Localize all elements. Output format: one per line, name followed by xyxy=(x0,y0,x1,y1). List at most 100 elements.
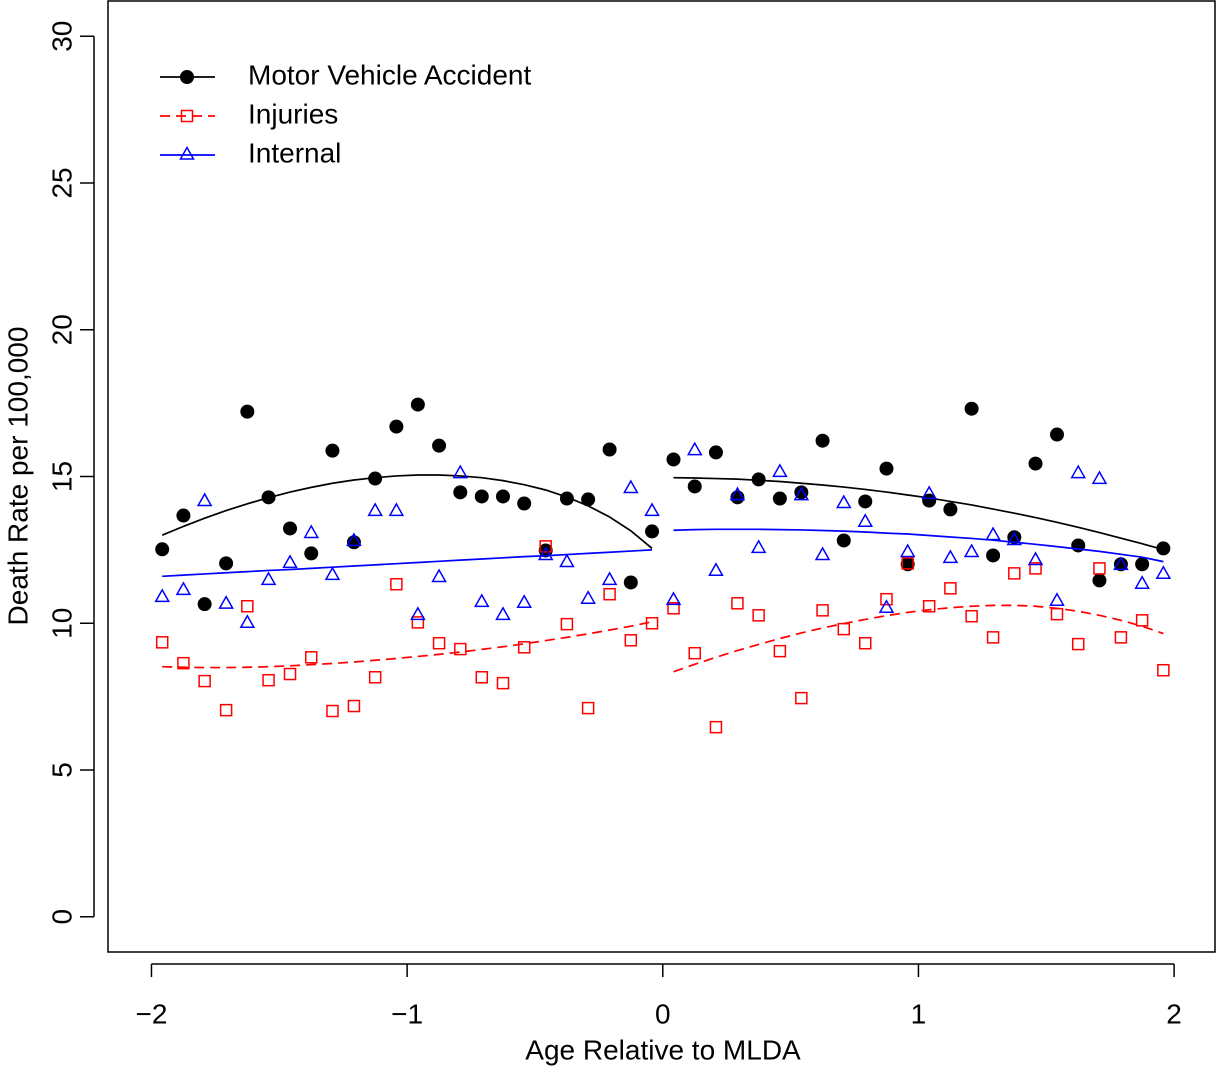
point xyxy=(878,599,895,614)
point xyxy=(731,597,744,610)
point xyxy=(708,562,724,577)
point xyxy=(816,604,829,617)
point xyxy=(283,667,297,681)
point xyxy=(1027,551,1044,566)
point xyxy=(1114,631,1128,644)
point xyxy=(645,524,660,539)
point xyxy=(666,452,681,467)
point xyxy=(965,609,978,623)
y-tick-label: 25 xyxy=(46,167,77,198)
point xyxy=(901,557,914,570)
point xyxy=(667,602,680,615)
point xyxy=(601,571,618,586)
point xyxy=(1157,663,1170,677)
point xyxy=(1050,427,1065,442)
x-tick-label: −2 xyxy=(135,998,167,1029)
point xyxy=(1092,573,1107,588)
point xyxy=(495,489,510,504)
point xyxy=(219,556,234,571)
point xyxy=(879,461,894,476)
point xyxy=(687,479,702,494)
point xyxy=(1156,541,1171,556)
point xyxy=(389,419,404,434)
point xyxy=(581,492,596,507)
y-tick-label: 5 xyxy=(46,762,77,778)
point xyxy=(1091,470,1108,485)
point xyxy=(857,513,874,528)
point xyxy=(795,691,808,705)
point xyxy=(964,401,979,416)
point xyxy=(218,595,234,609)
point xyxy=(240,404,255,419)
y-tick-label: 0 xyxy=(46,909,77,925)
point xyxy=(347,699,361,713)
point xyxy=(603,587,616,601)
point xyxy=(454,642,467,656)
point xyxy=(1135,614,1149,627)
point xyxy=(177,656,190,670)
point xyxy=(453,485,468,500)
point xyxy=(411,616,425,629)
point xyxy=(537,546,554,561)
point xyxy=(772,463,788,478)
point xyxy=(665,591,682,606)
point xyxy=(773,644,787,658)
x-tick-label: −1 xyxy=(391,998,423,1029)
point xyxy=(793,486,810,501)
legend-marker xyxy=(179,145,195,160)
point xyxy=(1070,464,1087,479)
point xyxy=(262,673,275,687)
point xyxy=(686,441,703,456)
fit-line xyxy=(162,604,1164,673)
point xyxy=(814,546,831,561)
point xyxy=(624,634,638,647)
point xyxy=(304,651,318,664)
point xyxy=(772,491,787,506)
y-axis-label: Death Rate per 100,000 xyxy=(2,327,33,626)
point xyxy=(559,553,575,568)
point xyxy=(1028,456,1043,471)
point xyxy=(324,566,341,581)
point xyxy=(473,593,490,608)
point xyxy=(154,588,170,603)
point xyxy=(837,622,851,636)
point xyxy=(922,599,936,613)
point xyxy=(432,438,447,453)
point xyxy=(410,606,426,621)
legend-marker xyxy=(180,109,194,123)
point xyxy=(1049,592,1065,606)
point xyxy=(261,490,276,505)
legend-label: Injuries xyxy=(248,98,338,129)
point xyxy=(155,636,169,649)
point xyxy=(1029,562,1042,575)
point xyxy=(986,631,1000,644)
x-tick-label: 1 xyxy=(911,998,927,1029)
point xyxy=(709,720,723,734)
point xyxy=(708,445,723,460)
legend: Motor Vehicle Accident Injuries Internal xyxy=(160,59,531,168)
y-tick-label: 15 xyxy=(46,461,77,492)
point xyxy=(431,568,447,583)
point xyxy=(560,617,574,631)
point xyxy=(241,599,254,613)
point xyxy=(474,489,489,504)
point xyxy=(1093,562,1106,575)
legend-marker xyxy=(180,70,194,84)
point xyxy=(1071,637,1085,651)
point xyxy=(304,546,319,561)
point xyxy=(367,502,383,517)
point xyxy=(410,397,425,412)
point xyxy=(985,526,1001,541)
point xyxy=(219,703,233,717)
point xyxy=(859,636,872,650)
point xyxy=(539,540,552,553)
point xyxy=(645,617,659,630)
point xyxy=(260,571,277,586)
point xyxy=(326,704,339,718)
point xyxy=(517,496,532,511)
point xyxy=(516,594,532,609)
point xyxy=(963,543,980,558)
point xyxy=(602,442,617,457)
point xyxy=(175,581,192,596)
point xyxy=(388,502,405,517)
